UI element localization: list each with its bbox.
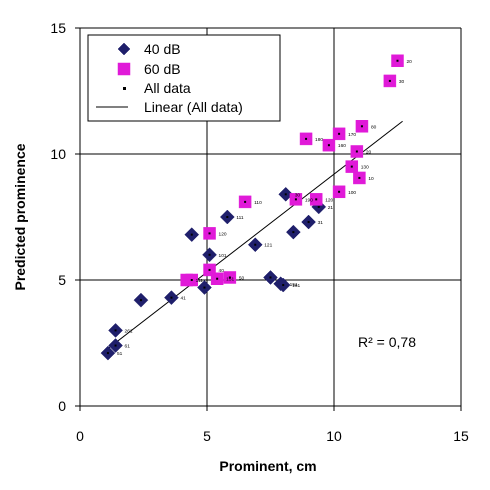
legend-label-all-data: All data xyxy=(144,80,191,96)
legend-symbol-40db xyxy=(117,42,131,56)
y-axis-title: Predicted prominence xyxy=(12,143,28,290)
r-squared-annotation: R² = 0,78 xyxy=(358,334,416,350)
x-tick-label-10: 10 xyxy=(326,428,342,444)
all-data-point-0-13 xyxy=(284,193,287,196)
point-label-0-1: 61 xyxy=(125,344,131,350)
all-data-point-0-14 xyxy=(292,231,295,234)
point-label-1-8: 180 xyxy=(315,137,323,143)
point-label-0-8: 111 xyxy=(236,215,244,221)
all-data-point-0-12 xyxy=(282,284,285,287)
y-tick-label-5: 5 xyxy=(58,272,66,288)
all-data-point-0-3 xyxy=(139,299,142,302)
point-label-0-7: 101 xyxy=(219,253,227,259)
point-label-1-12: 100 xyxy=(348,190,356,196)
point-label-1-17: 30 xyxy=(399,79,405,85)
point-label-1-18: 20 xyxy=(407,59,413,65)
point-label-1-6: 110 xyxy=(254,200,262,206)
all-data-point-1-18 xyxy=(396,59,399,62)
point-label-0-15: 31 xyxy=(318,220,324,226)
point-label-0-9: 121 xyxy=(264,243,272,249)
x-axis-title: Prominent, cm xyxy=(219,458,316,474)
all-data-point-1-3 xyxy=(208,268,211,271)
all-data-point-1-7 xyxy=(294,198,297,201)
all-data-point-1-2 xyxy=(208,232,211,235)
all-data-point-1-8 xyxy=(305,137,308,140)
legend: 40 dB 60 dB All data Linear (All data) xyxy=(87,34,281,122)
point-label-1-5: 50 xyxy=(239,275,245,281)
all-data-point-1-11 xyxy=(338,132,341,135)
all-data-point-0-0 xyxy=(106,352,109,355)
y-tick-label-10: 10 xyxy=(50,146,66,162)
all-data-point-0-9 xyxy=(254,243,257,246)
point-label-0-12: 161 xyxy=(292,283,300,289)
all-data-point-1-17 xyxy=(388,79,391,82)
all-data-point-1-13 xyxy=(350,165,353,168)
trendline-layer xyxy=(105,120,403,351)
all-data-point-1-16 xyxy=(360,125,363,128)
all-data-point-1-15 xyxy=(358,176,361,179)
all-data-point-0-4 xyxy=(170,296,173,299)
point-label-1-10: 160 xyxy=(338,143,346,149)
point-label-1-16: 80 xyxy=(371,124,377,130)
data-point-labels: 5161261411011111211511613031211111204015… xyxy=(117,59,412,357)
all-data-point-0-7 xyxy=(208,253,211,256)
all-data-point-1-6 xyxy=(244,200,247,203)
point-label-1-13: 130 xyxy=(361,165,369,171)
all-data-point-1-4 xyxy=(216,277,219,280)
all-data-point-0-8 xyxy=(226,216,229,218)
point-label-0-11: 151 xyxy=(290,282,298,288)
point-label-0-13: 30 xyxy=(295,192,301,198)
point-label-1-2: 120 xyxy=(219,231,227,237)
point-label-0-2: 261 xyxy=(125,328,133,334)
x-tick-label-5: 5 xyxy=(203,428,211,444)
all-data-point-0-16 xyxy=(317,205,320,208)
all-data-point-0-1 xyxy=(114,344,117,347)
all-data-point-1-14 xyxy=(355,150,358,153)
point-label-0-16: 21 xyxy=(328,205,334,211)
x-tick-label-15: 15 xyxy=(453,428,469,444)
point-label-1-0: 111 xyxy=(196,278,204,284)
all-data-point-1-1 xyxy=(190,279,193,281)
all-data-point-1-12 xyxy=(338,190,341,193)
point-label-0-4: 41 xyxy=(180,296,186,302)
point-label-1-14: 20 xyxy=(366,149,372,155)
point-label-1-9: 120 xyxy=(325,197,333,203)
linear-trendline xyxy=(105,120,403,351)
all-data-point-1-9 xyxy=(315,198,318,201)
point-label-1-4: 151 xyxy=(226,277,234,283)
point-label-1-15: 10 xyxy=(368,176,374,182)
data-points xyxy=(100,54,404,361)
point-label-1-3: 40 xyxy=(219,268,225,274)
legend-symbol-all-data xyxy=(123,87,126,90)
y-tick-label-15: 15 xyxy=(50,20,66,36)
point-label-0-0: 51 xyxy=(117,351,123,357)
all-data-point-0-6 xyxy=(203,286,206,289)
all-data-point-0-15 xyxy=(307,221,310,224)
legend-label-linear: Linear (All data) xyxy=(144,99,243,115)
y-tick-label-0: 0 xyxy=(58,398,66,414)
all-data-point-1-5 xyxy=(228,276,231,279)
all-data-point-1-10 xyxy=(327,144,330,147)
all-data-point-0-5 xyxy=(190,233,193,236)
legend-symbol-60db xyxy=(117,62,131,76)
legend-label-60db: 60 dB xyxy=(144,61,181,77)
point-label-1-11: 170 xyxy=(348,132,356,138)
x-tick-label-0: 0 xyxy=(76,428,84,444)
all-data-point-0-10 xyxy=(269,276,272,279)
all-data-point-0-2 xyxy=(114,329,117,332)
axes xyxy=(75,27,462,411)
legend-label-40db: 40 dB xyxy=(144,41,181,57)
point-label-1-7: 190 xyxy=(305,197,313,203)
